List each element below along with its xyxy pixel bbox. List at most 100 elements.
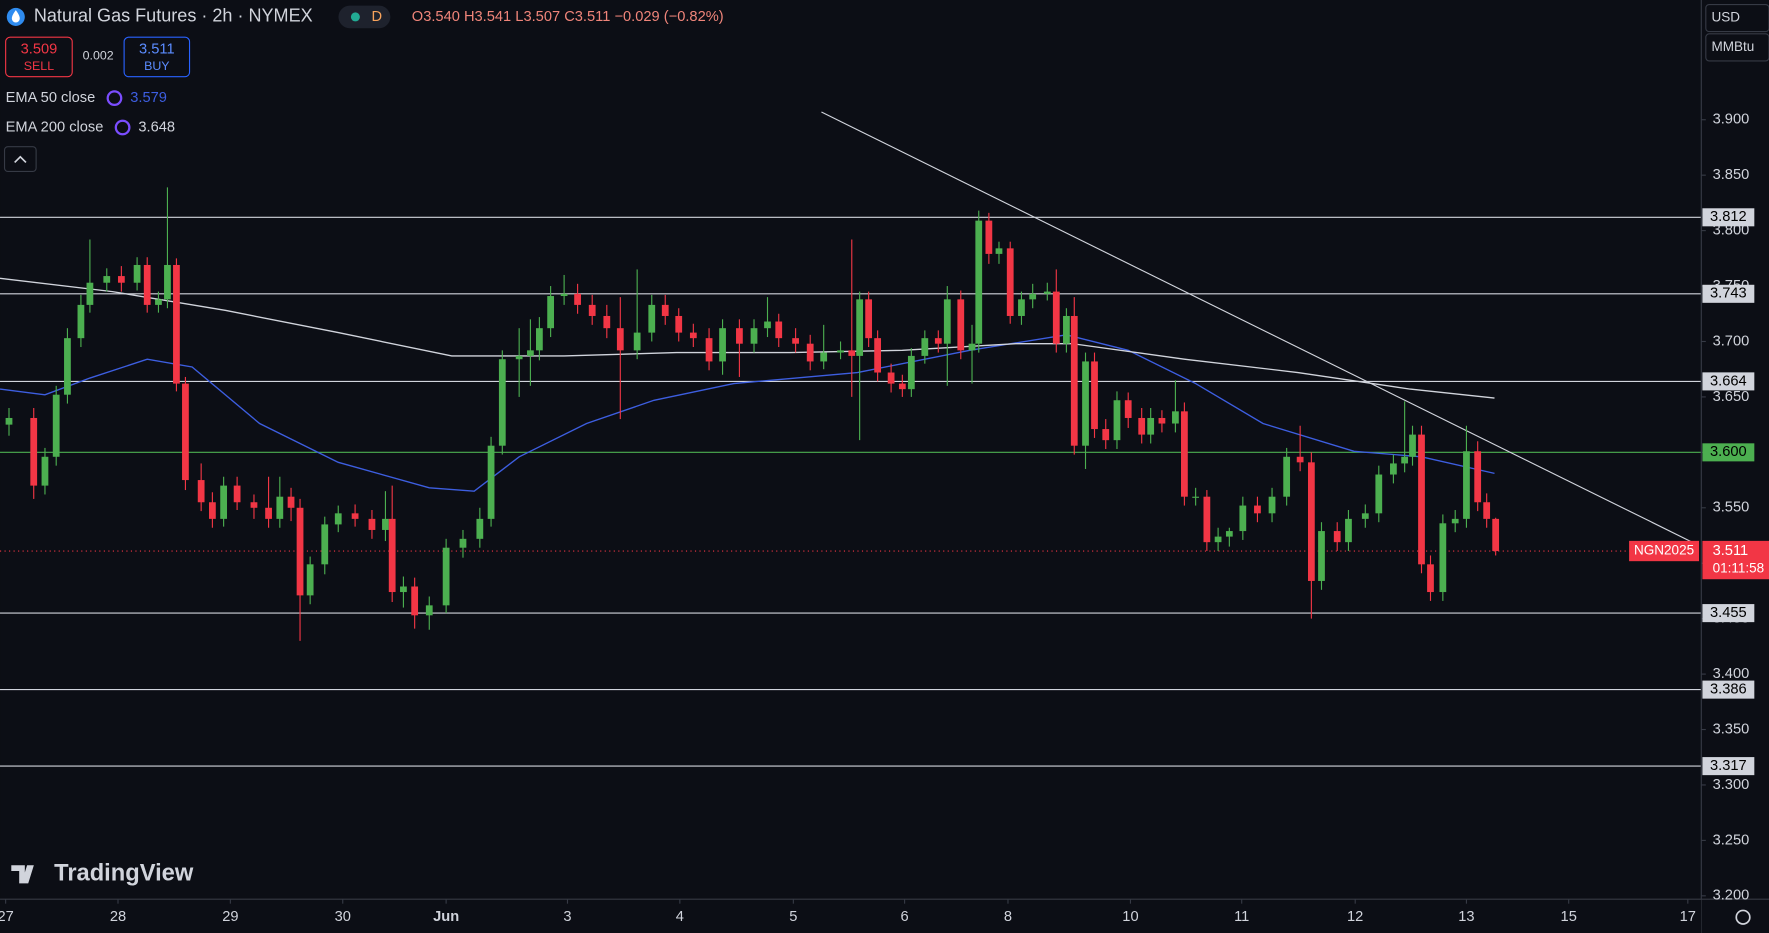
candle-body bbox=[1333, 531, 1341, 543]
symbol-title[interactable]: Natural Gas Futures · 2h · NYMEX bbox=[34, 6, 313, 26]
candle-body bbox=[1318, 531, 1325, 581]
candle-body bbox=[1124, 400, 1132, 418]
last-price-label: 3.511 bbox=[1713, 543, 1749, 559]
candle-body bbox=[1492, 518, 1500, 552]
candle-body bbox=[1390, 463, 1397, 475]
x-tick-label: 15 bbox=[1561, 909, 1577, 925]
level-label: 3.386 bbox=[1710, 681, 1747, 697]
ema-line bbox=[0, 277, 1495, 399]
x-tick-label: Jun bbox=[433, 909, 459, 925]
candle-body bbox=[1225, 531, 1233, 537]
candle-body bbox=[220, 485, 228, 519]
candle-body bbox=[1239, 505, 1247, 532]
candle-body bbox=[1268, 496, 1276, 514]
candle-body bbox=[276, 496, 284, 519]
candle-body bbox=[975, 220, 983, 344]
candle-body bbox=[1113, 400, 1121, 441]
y-tick-label: 3.700 bbox=[1713, 333, 1750, 349]
candle-body bbox=[1181, 411, 1188, 497]
level-label-box bbox=[1702, 372, 1755, 391]
y-tick-label: 3.350 bbox=[1713, 721, 1750, 737]
last-price-symbol: NGN2025 bbox=[1634, 543, 1694, 558]
candle-body bbox=[103, 276, 111, 283]
candle-body bbox=[588, 304, 596, 316]
candle-body bbox=[675, 315, 683, 333]
candle-body bbox=[837, 350, 844, 353]
candle-body bbox=[1375, 474, 1383, 514]
candle-body bbox=[1158, 417, 1166, 424]
candle-body bbox=[648, 304, 656, 333]
indicator-legend: EMA 50 close 3.579 EMA 200 close 3.648 bbox=[6, 90, 175, 136]
symbol-icon-drop bbox=[11, 10, 20, 23]
y-tick-label: 3.250 bbox=[1713, 832, 1750, 848]
x-tick-label: 6 bbox=[901, 909, 909, 925]
y-tick-label: 3.300 bbox=[1713, 777, 1750, 793]
y-tick-label: 3.200 bbox=[1713, 888, 1750, 904]
candle-body bbox=[527, 350, 534, 356]
candle-body bbox=[1043, 291, 1051, 294]
candle-body bbox=[306, 564, 314, 596]
collapse-button[interactable] bbox=[3, 146, 37, 173]
candle-body bbox=[476, 518, 484, 539]
candle-body bbox=[296, 507, 304, 596]
candle-body bbox=[536, 328, 543, 351]
y-tick-label: 3.550 bbox=[1713, 500, 1750, 516]
level-label-box bbox=[1702, 680, 1755, 699]
candle-body bbox=[400, 586, 407, 593]
candle-body bbox=[1082, 361, 1089, 446]
countdown: 01:11:58 bbox=[1713, 561, 1765, 576]
level-label: 3.600 bbox=[1710, 444, 1747, 460]
market-status-dot bbox=[350, 12, 360, 22]
candle-body bbox=[603, 315, 611, 329]
level-label-box bbox=[1702, 604, 1755, 623]
candle-body bbox=[907, 355, 915, 390]
buy-price: 3.511 bbox=[139, 42, 175, 58]
overlay: Natural Gas Futures · 2h · NYMEX D O3.54… bbox=[3, 3, 1769, 925]
candle-body bbox=[1283, 456, 1291, 497]
candle-body bbox=[985, 220, 993, 254]
candle-body bbox=[1409, 434, 1416, 457]
y-tick-label: 3.800 bbox=[1713, 222, 1750, 238]
candle-body bbox=[86, 282, 94, 305]
candle-body bbox=[806, 343, 814, 362]
trendline bbox=[821, 111, 1693, 543]
candle-body bbox=[117, 276, 125, 283]
candle-body bbox=[164, 264, 171, 300]
level-label-box bbox=[1702, 208, 1755, 227]
candle-body bbox=[1091, 361, 1098, 430]
candle-body bbox=[1439, 523, 1447, 593]
candle-body bbox=[1138, 417, 1146, 435]
spread: 0.002 bbox=[83, 49, 114, 63]
candle-body bbox=[1307, 462, 1315, 581]
candle-body bbox=[547, 296, 555, 329]
sell-button[interactable] bbox=[5, 36, 73, 78]
x-tick-label: 13 bbox=[1458, 909, 1474, 925]
candle-body bbox=[64, 338, 71, 395]
ohlc-change: −0.029 (−0.82%) bbox=[614, 9, 723, 25]
candle-body bbox=[943, 299, 951, 344]
candle-body bbox=[425, 605, 433, 616]
candle-body bbox=[750, 328, 758, 344]
candle-body bbox=[661, 304, 669, 316]
x-tick-label: 30 bbox=[335, 909, 351, 925]
settings-button[interactable] bbox=[1735, 909, 1751, 925]
candle-body bbox=[382, 518, 389, 530]
candle-body bbox=[1483, 502, 1491, 519]
candle-body bbox=[736, 328, 743, 344]
candle-body bbox=[143, 264, 151, 305]
candle-body bbox=[1063, 315, 1070, 344]
status-badge bbox=[338, 5, 391, 29]
candle-body bbox=[487, 445, 495, 519]
candle-body bbox=[705, 338, 713, 362]
ohlc-close: C3.511 bbox=[564, 9, 610, 25]
level-label: 3.317 bbox=[1710, 758, 1747, 774]
candle-body bbox=[1451, 518, 1459, 524]
x-tick-label: 12 bbox=[1347, 909, 1363, 925]
level-label: 3.812 bbox=[1710, 209, 1747, 225]
candle-body bbox=[921, 338, 929, 356]
buy-button[interactable] bbox=[123, 36, 191, 78]
candle-body bbox=[250, 502, 258, 508]
candle-body bbox=[1147, 417, 1155, 435]
